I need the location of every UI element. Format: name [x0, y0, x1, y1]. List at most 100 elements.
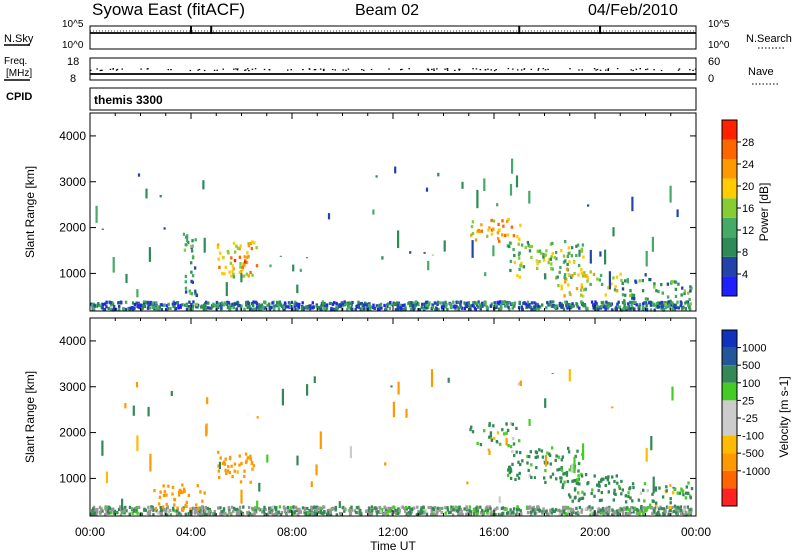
range-cell	[479, 505, 482, 509]
nave-point	[646, 68, 649, 70]
range-cell	[590, 300, 594, 304]
nave-point	[569, 68, 571, 70]
range-cell	[166, 508, 170, 512]
cpid-label: CPID	[6, 91, 32, 103]
range-cell	[268, 306, 272, 310]
range-cell	[369, 305, 373, 309]
range-cell	[211, 512, 214, 516]
nave-point	[290, 69, 292, 71]
range-streak	[645, 447, 648, 462]
range-cell	[581, 274, 585, 278]
range-cell	[162, 303, 165, 307]
range-cell	[605, 304, 608, 308]
range-cell	[480, 223, 483, 227]
range-cell	[540, 449, 544, 453]
nave-point	[322, 69, 325, 71]
range-streak	[315, 464, 318, 476]
range-cell	[605, 511, 609, 515]
range-cell	[506, 219, 509, 223]
range-cell	[441, 307, 444, 312]
range-cell	[501, 219, 504, 223]
range-cell	[472, 304, 475, 308]
range-cell	[632, 486, 635, 490]
range-cell	[662, 301, 665, 305]
range-cell	[516, 473, 519, 477]
range-cell	[570, 246, 574, 250]
range-cell	[660, 507, 663, 511]
range-cell	[427, 302, 431, 307]
range-cell	[535, 303, 538, 307]
range-cell	[555, 276, 558, 280]
range-cell	[160, 303, 163, 307]
range-cell	[260, 306, 263, 310]
range-streak	[101, 440, 104, 456]
nave-point	[607, 69, 609, 71]
range-cell	[206, 301, 210, 305]
nave-point	[314, 69, 317, 71]
range-cell	[105, 511, 108, 515]
nave-point	[233, 68, 235, 70]
range-cell	[653, 508, 656, 513]
range-cell	[359, 512, 362, 516]
range-cell	[478, 229, 481, 233]
range-cell	[251, 506, 254, 511]
range-cell	[582, 294, 585, 298]
range-cell	[452, 305, 455, 309]
range-cell	[650, 506, 654, 510]
range-cell	[189, 291, 192, 295]
range-cell	[221, 461, 225, 465]
range-cell	[255, 307, 258, 311]
range-cell	[216, 243, 220, 247]
range-cell	[203, 512, 206, 516]
range-cell	[563, 294, 566, 298]
range-cell	[184, 243, 187, 247]
velocity-colorbar-label-text: -1000	[742, 466, 770, 478]
range-cell	[393, 302, 397, 306]
range-cell	[480, 301, 484, 305]
range-cell	[507, 468, 510, 472]
range-cell	[497, 307, 501, 311]
range-cell	[235, 510, 239, 514]
range-cell	[577, 263, 581, 268]
range-cell	[593, 494, 596, 498]
range-cell	[246, 456, 249, 460]
range-cell	[302, 306, 306, 310]
range-cell	[119, 301, 123, 305]
range-cell	[247, 274, 250, 278]
range-cell	[177, 304, 180, 308]
range-cell	[575, 287, 579, 291]
nave-point	[607, 69, 609, 71]
range-cell	[513, 301, 517, 305]
range-cell	[144, 300, 147, 304]
range-cell	[296, 308, 299, 312]
range-cell	[526, 505, 529, 509]
range-cell	[378, 303, 381, 307]
range-streak	[306, 384, 309, 396]
range-cell	[237, 304, 240, 308]
velocity-colorbar-label-text: 500	[742, 360, 760, 372]
range-cell	[519, 512, 522, 516]
range-cell	[560, 284, 563, 288]
range-cell	[684, 510, 688, 514]
range-cell	[647, 301, 651, 305]
range-cell	[204, 304, 207, 308]
range-cell	[605, 506, 609, 510]
range-cell	[432, 508, 436, 512]
range-cell	[263, 505, 266, 509]
range-cell	[112, 307, 115, 311]
range-cell	[335, 304, 339, 309]
range-cell	[493, 436, 496, 440]
range-cell	[630, 303, 633, 307]
range-cell	[686, 505, 690, 509]
range-cell	[171, 485, 175, 489]
range-cell	[584, 507, 588, 511]
range-cell	[530, 463, 533, 467]
range-streak	[582, 443, 585, 460]
power-colorbar-label-text: 16	[742, 203, 754, 215]
range-cell	[467, 303, 470, 307]
range-cell	[488, 226, 491, 230]
range-cell	[580, 247, 583, 251]
range-cell	[657, 507, 661, 511]
range-cell	[457, 512, 460, 517]
range-cell	[495, 440, 499, 444]
